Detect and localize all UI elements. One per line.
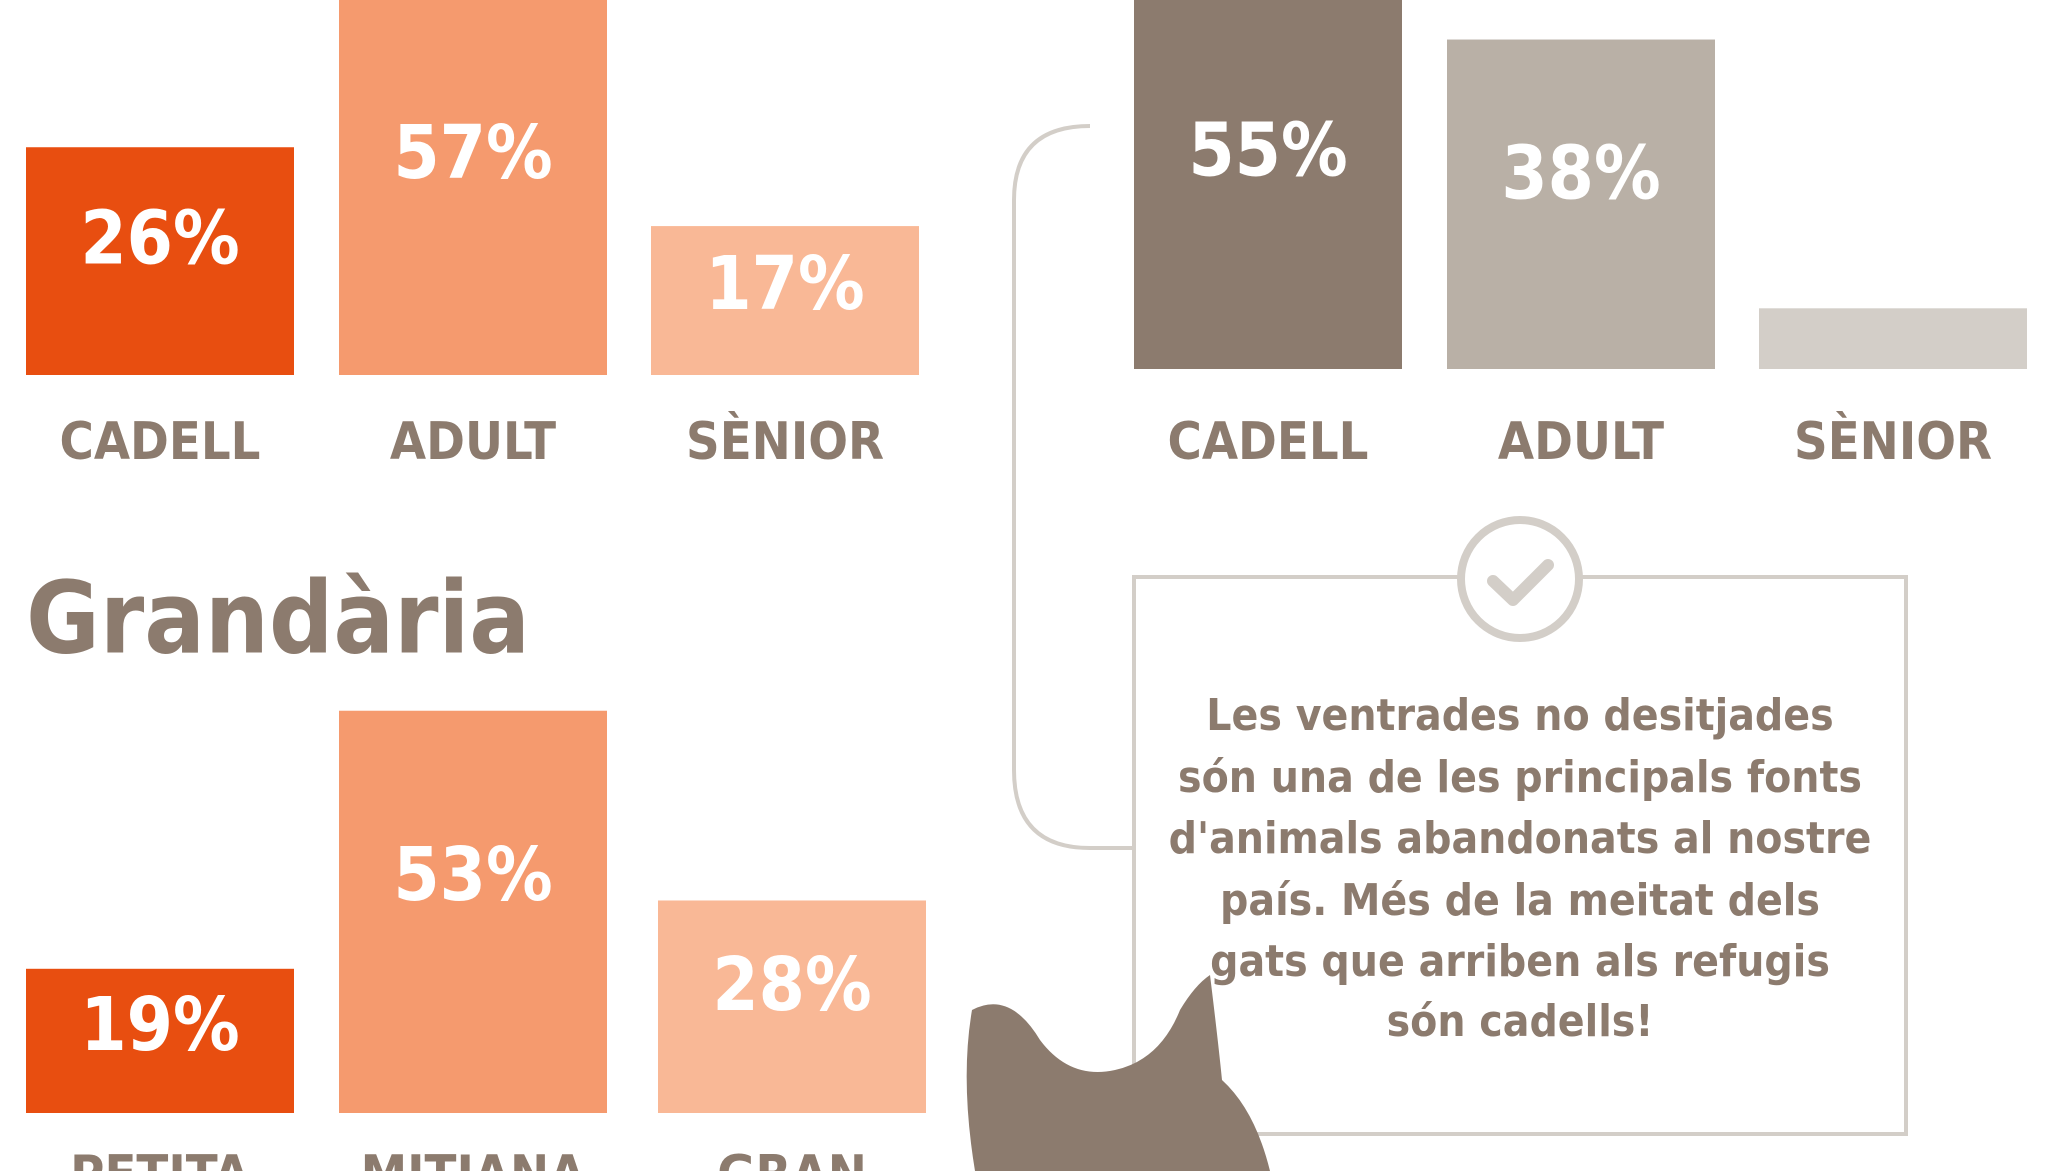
note-line: país. Més de la meitat dels	[1220, 875, 1820, 926]
value-label: 55%	[1188, 107, 1347, 193]
connector	[1014, 126, 1134, 848]
page: {"chart_data": [ {"type": "bar", "catego…	[0, 0, 2051, 1171]
check-icon	[1461, 520, 1579, 638]
chart-title: Grandària	[26, 559, 530, 676]
category-label: SÈNIOR	[686, 411, 884, 472]
value-label: 26%	[80, 195, 239, 281]
value-label: 19%	[80, 982, 239, 1068]
category-label: CADELL	[60, 412, 261, 472]
note-line: són cadells!	[1387, 996, 1654, 1047]
note-line: d'animals abandonats al nostre	[1169, 813, 1872, 864]
infographic: 26% CADELL 57% ADULT 17% SÈNIOR Grandària 19% PE…	[0, 0, 2051, 1171]
note-line: Les ventrades no desitjades	[1206, 690, 1833, 741]
category-label: SÈNIOR	[1794, 411, 1992, 472]
category-label: CADELL	[1168, 412, 1369, 472]
value-label: 38%	[1501, 130, 1660, 216]
value-label: 28%	[712, 942, 871, 1028]
category-label: ADULT	[390, 412, 556, 472]
category-label: GRAN	[717, 1145, 867, 1171]
bar	[1759, 308, 2027, 369]
value-label: 17%	[705, 241, 864, 327]
value-label: 7%	[1836, 191, 1949, 277]
category-label: MITJANA	[361, 1145, 586, 1171]
value-label: 53%	[393, 832, 552, 918]
note-line: gats que arriben als refugis	[1210, 936, 1830, 987]
category-label: PETITA	[70, 1145, 250, 1171]
note-line: són una de les principals fonts	[1178, 752, 1862, 803]
value-label: 57%	[393, 110, 552, 196]
category-label: ADULT	[1498, 412, 1664, 472]
